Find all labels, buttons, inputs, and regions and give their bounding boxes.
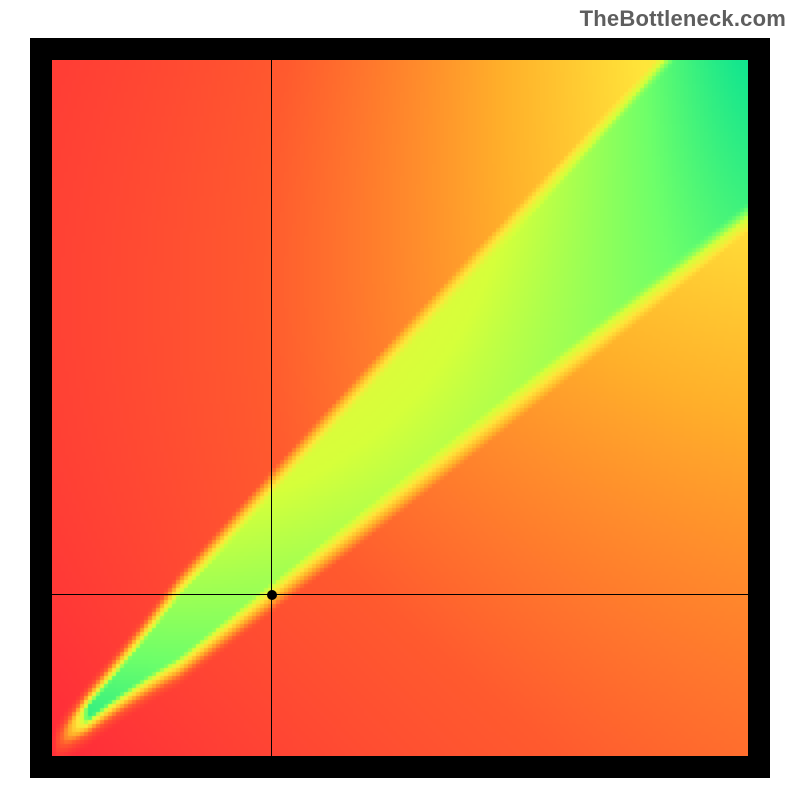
crosshair-marker	[267, 590, 277, 600]
crosshair-vertical	[271, 60, 272, 756]
heatmap-canvas	[52, 60, 748, 756]
crosshair-horizontal	[52, 594, 748, 595]
plot-frame	[30, 38, 770, 778]
root-container: TheBottleneck.com	[0, 0, 800, 800]
watermark-text: TheBottleneck.com	[580, 6, 786, 32]
